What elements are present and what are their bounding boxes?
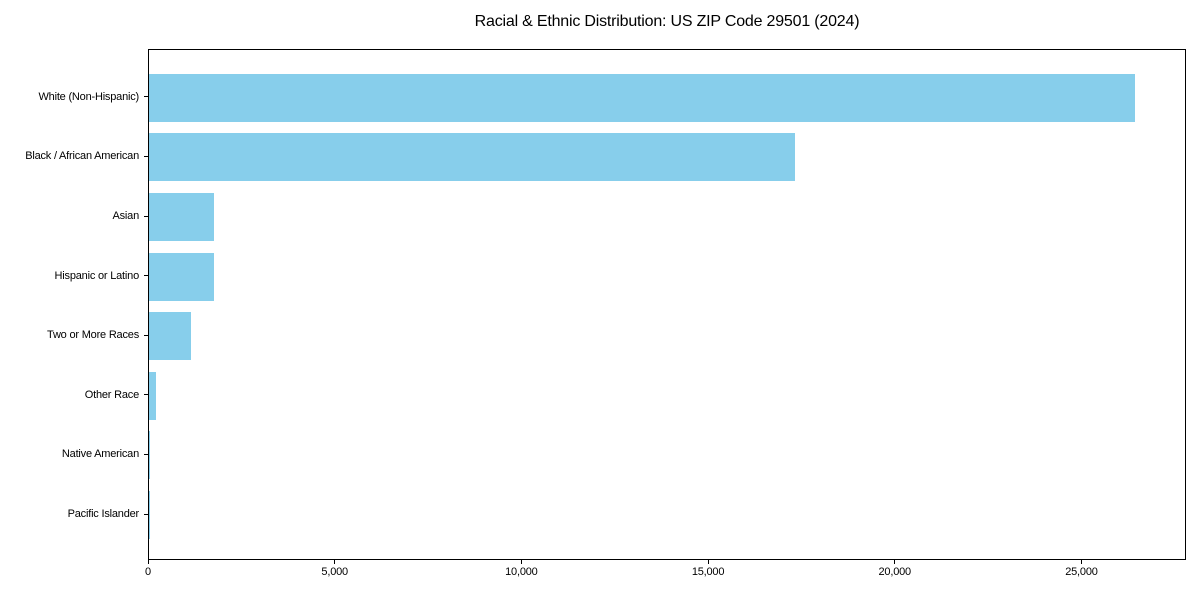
y-tick-label-white-non-hispanic: White (Non-Hispanic) xyxy=(38,90,139,103)
x-tick-mark xyxy=(147,560,149,564)
bar-asian xyxy=(149,193,214,241)
x-tick-label: 10,000 xyxy=(505,566,538,578)
y-tick-mark xyxy=(143,215,148,217)
y-tick-mark xyxy=(143,453,148,455)
y-tick-label-two-or-more-races: Two or More Races xyxy=(47,329,139,342)
y-tick-mark xyxy=(143,275,148,277)
chart-title: Racial & Ethnic Distribution: US ZIP Cod… xyxy=(474,13,860,30)
x-tick-label: 0 xyxy=(145,566,151,578)
bar-other-race xyxy=(149,371,157,420)
y-tick-mark xyxy=(143,155,148,157)
bar-white-non-hispanic xyxy=(149,73,1135,122)
y-tick-label-other-race: Other Race xyxy=(84,388,139,401)
bar-native-american xyxy=(149,431,151,480)
x-tick-label: 15,000 xyxy=(691,566,725,578)
bar-hispanic-or-latino xyxy=(149,252,215,301)
y-tick-mark xyxy=(143,394,148,396)
x-tick-mark xyxy=(334,560,336,564)
x-tick-mark xyxy=(894,560,896,564)
x-tick-label: 20,000 xyxy=(878,566,912,578)
bar-black-african-american xyxy=(149,133,795,182)
y-tick-mark xyxy=(143,334,148,336)
y-tick-label-hispanic-or-latino: Hispanic or Latino xyxy=(54,269,140,282)
x-tick-label: 25,000 xyxy=(1065,566,1098,578)
x-tick-mark xyxy=(707,560,709,564)
x-tick-mark xyxy=(520,560,522,564)
y-tick-label-asian: Asian xyxy=(112,210,139,222)
bar-two-or-more-races xyxy=(149,312,192,361)
y-tick-mark xyxy=(143,96,148,98)
x-tick-mark xyxy=(1080,560,1082,564)
y-tick-label-black-african-american: Black / African American xyxy=(25,150,139,163)
plot-area xyxy=(148,49,1186,560)
y-tick-label-native-american: Native American xyxy=(61,448,139,461)
x-tick-label: 5,000 xyxy=(321,566,348,578)
y-tick-mark xyxy=(143,513,148,515)
y-tick-label-pacific-islander: Pacific Islander xyxy=(67,508,140,520)
